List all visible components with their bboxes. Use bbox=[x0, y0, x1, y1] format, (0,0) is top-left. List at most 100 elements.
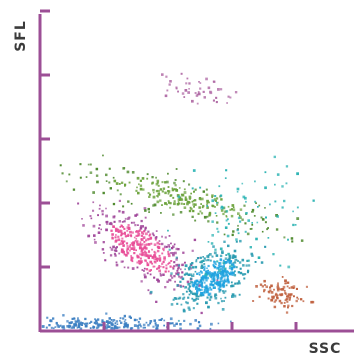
data-point bbox=[184, 261, 186, 264]
data-point bbox=[196, 102, 199, 105]
data-point bbox=[156, 257, 158, 260]
data-point bbox=[223, 240, 226, 243]
data-point bbox=[204, 286, 206, 289]
data-point bbox=[256, 221, 259, 224]
data-point bbox=[137, 327, 140, 330]
data-point bbox=[213, 265, 217, 269]
data-point bbox=[229, 265, 231, 268]
data-point bbox=[115, 230, 117, 232]
data-point bbox=[92, 191, 95, 194]
data-point bbox=[251, 254, 254, 257]
data-point bbox=[191, 281, 194, 284]
data-point bbox=[159, 272, 162, 275]
data-point bbox=[300, 298, 303, 301]
data-point bbox=[73, 317, 76, 320]
data-point bbox=[142, 233, 145, 235]
data-point bbox=[219, 288, 222, 291]
data-point bbox=[197, 321, 201, 324]
data-point bbox=[95, 167, 99, 171]
data-point bbox=[122, 232, 125, 235]
data-point bbox=[123, 167, 126, 169]
data-point bbox=[284, 279, 287, 283]
data-point bbox=[85, 324, 88, 328]
data-point bbox=[191, 292, 195, 295]
data-point bbox=[205, 301, 208, 305]
data-point bbox=[210, 272, 213, 274]
data-point bbox=[198, 206, 201, 209]
data-point bbox=[193, 190, 195, 193]
data-point bbox=[169, 279, 172, 282]
data-point bbox=[211, 277, 214, 280]
data-point bbox=[156, 200, 160, 204]
data-point bbox=[76, 326, 79, 329]
data-point bbox=[231, 293, 235, 296]
data-point bbox=[115, 239, 118, 242]
data-point bbox=[200, 288, 203, 291]
data-point bbox=[167, 186, 170, 188]
data-point bbox=[154, 236, 158, 240]
data-point bbox=[117, 230, 120, 233]
data-point bbox=[191, 266, 195, 269]
data-point bbox=[115, 234, 117, 236]
data-point bbox=[138, 183, 140, 186]
data-point bbox=[213, 286, 216, 289]
data-point bbox=[101, 319, 104, 322]
data-point bbox=[159, 318, 163, 321]
data-point bbox=[194, 265, 198, 269]
data-point bbox=[168, 201, 171, 204]
data-point bbox=[46, 316, 49, 319]
data-point bbox=[290, 237, 294, 240]
data-point bbox=[183, 203, 186, 205]
data-point bbox=[97, 323, 100, 327]
data-point bbox=[170, 252, 173, 254]
data-point bbox=[218, 290, 221, 293]
data-point bbox=[241, 218, 244, 221]
data-point bbox=[179, 323, 182, 326]
data-point bbox=[195, 94, 199, 97]
data-point bbox=[92, 201, 95, 204]
data-point bbox=[225, 215, 228, 218]
data-point bbox=[190, 290, 193, 293]
data-point bbox=[139, 260, 143, 263]
data-point bbox=[226, 277, 229, 279]
data-point bbox=[68, 173, 71, 176]
data-point bbox=[219, 258, 223, 262]
data-point bbox=[200, 282, 203, 285]
data-point bbox=[230, 264, 233, 268]
data-point bbox=[251, 224, 254, 226]
data-point bbox=[273, 288, 275, 291]
data-point bbox=[154, 322, 157, 325]
data-point bbox=[203, 281, 206, 284]
data-point bbox=[120, 232, 123, 234]
data-point bbox=[123, 323, 127, 326]
data-point bbox=[166, 89, 169, 92]
data-point bbox=[222, 273, 224, 275]
data-point bbox=[277, 282, 279, 285]
data-point bbox=[296, 296, 299, 299]
series-4 bbox=[149, 228, 267, 322]
data-point bbox=[202, 266, 205, 269]
data-point bbox=[244, 196, 247, 200]
data-point bbox=[192, 203, 195, 206]
data-point bbox=[122, 205, 125, 208]
data-point bbox=[170, 272, 173, 275]
data-point bbox=[111, 233, 114, 236]
data-point bbox=[140, 280, 143, 283]
data-point bbox=[188, 268, 191, 271]
data-point bbox=[108, 167, 111, 170]
data-point bbox=[66, 320, 69, 323]
data-point bbox=[194, 188, 197, 191]
data-point bbox=[231, 233, 234, 236]
data-point bbox=[135, 240, 139, 243]
data-point bbox=[204, 273, 208, 276]
data-point bbox=[181, 277, 185, 281]
data-point bbox=[129, 327, 133, 330]
data-point bbox=[93, 234, 96, 237]
data-point bbox=[144, 259, 146, 261]
data-point bbox=[245, 200, 247, 203]
data-point bbox=[289, 295, 292, 298]
data-point bbox=[152, 325, 155, 328]
data-point bbox=[292, 210, 294, 213]
data-point bbox=[177, 267, 179, 270]
data-point bbox=[77, 317, 79, 320]
